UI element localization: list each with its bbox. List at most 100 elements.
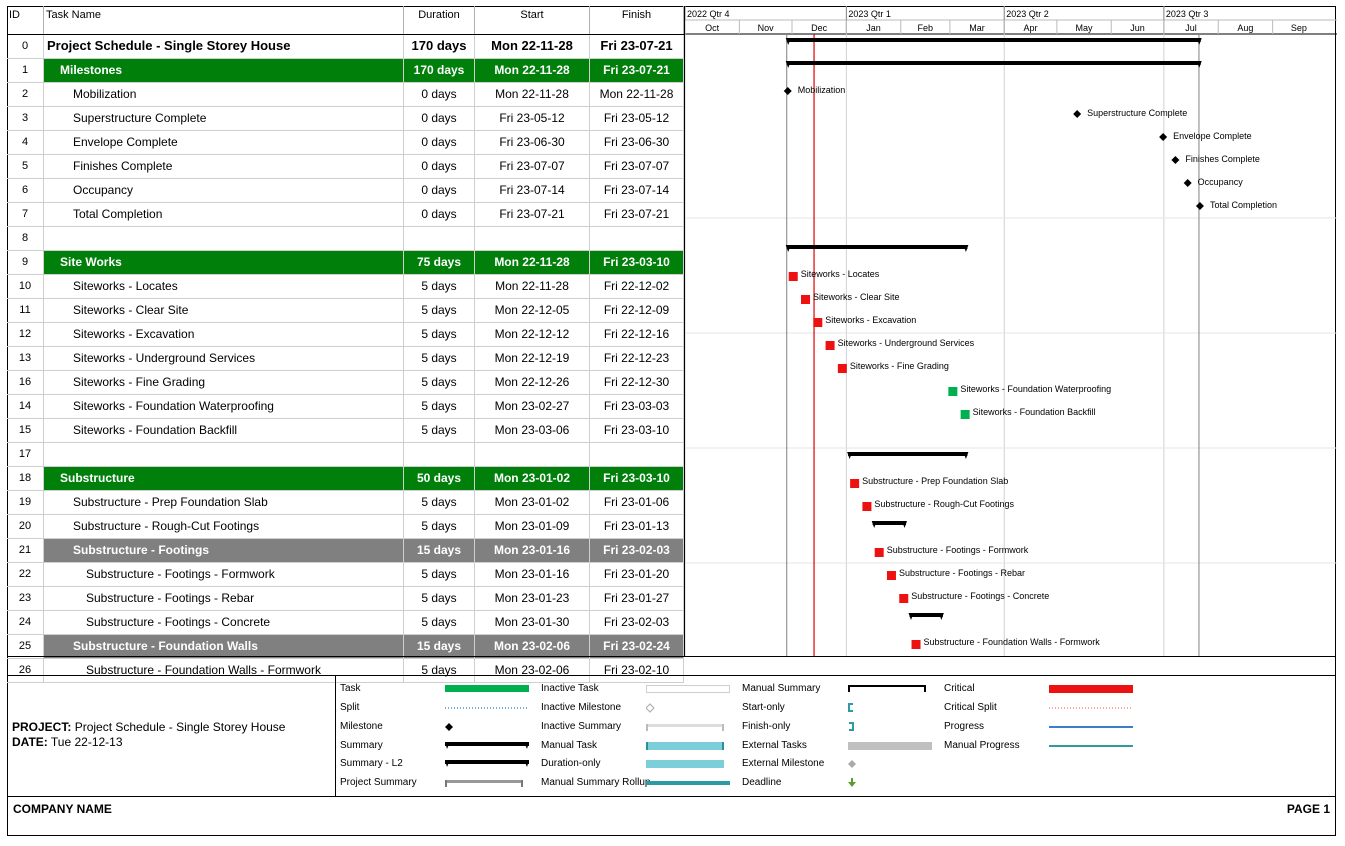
- cell-task-name[interactable]: Total Completion: [44, 203, 404, 226]
- cell-id[interactable]: 7: [7, 203, 44, 226]
- cell-finish[interactable]: [590, 227, 684, 250]
- cell-duration[interactable]: 170 days: [404, 59, 475, 82]
- cell-task-name[interactable]: Substructure - Footings: [44, 539, 404, 562]
- cell-id[interactable]: 23: [7, 587, 44, 610]
- table-row[interactable]: 19 Substructure - Prep Foundation Slab 5 d…: [7, 491, 684, 515]
- cell-task-name[interactable]: Occupancy: [44, 179, 404, 202]
- cell-duration[interactable]: 0 days: [404, 83, 475, 106]
- cell-start[interactable]: Mon 22-11-28: [475, 275, 590, 298]
- cell-start[interactable]: Mon 23-02-27: [475, 395, 590, 418]
- cell-duration[interactable]: 5 days: [404, 587, 475, 610]
- cell-id[interactable]: 8: [7, 227, 44, 250]
- cell-id[interactable]: 15: [7, 419, 44, 442]
- cell-task-name[interactable]: Substructure: [44, 467, 404, 490]
- cell-finish[interactable]: Fri 23-03-10: [590, 251, 684, 274]
- cell-id[interactable]: 16: [7, 371, 44, 394]
- cell-finish[interactable]: Fri 23-07-07: [590, 155, 684, 178]
- cell-task-name[interactable]: Siteworks - Foundation Backfill: [44, 419, 404, 442]
- cell-start[interactable]: Fri 23-07-21: [475, 203, 590, 226]
- cell-duration[interactable]: 5 days: [404, 563, 475, 586]
- table-row[interactable]: 7 Total Completion 0 days Fri 23-07-21 Fri 2…: [7, 203, 684, 227]
- table-row[interactable]: 9 Site Works 75 days Mon 22-11-28 Fri 23-03-…: [7, 251, 684, 275]
- cell-id[interactable]: 12: [7, 323, 44, 346]
- cell-start[interactable]: Mon 22-12-19: [475, 347, 590, 370]
- table-row[interactable]: 5 Finishes Complete 0 days Fri 23-07-07 Fri …: [7, 155, 684, 179]
- cell-finish[interactable]: Fri 23-07-21: [590, 35, 684, 58]
- cell-id[interactable]: 22: [7, 563, 44, 586]
- cell-task-name[interactable]: Siteworks - Excavation: [44, 323, 404, 346]
- cell-start[interactable]: Mon 22-12-12: [475, 323, 590, 346]
- cell-duration[interactable]: 15 days: [404, 539, 475, 562]
- cell-duration[interactable]: 5 days: [404, 419, 475, 442]
- cell-duration[interactable]: 75 days: [404, 251, 475, 274]
- cell-finish[interactable]: Fri 22-12-09: [590, 299, 684, 322]
- table-row[interactable]: 16 Siteworks - Fine Grading 5 days Mon 22-1…: [7, 371, 684, 395]
- cell-duration[interactable]: 5 days: [404, 323, 475, 346]
- cell-finish[interactable]: Fri 22-12-23: [590, 347, 684, 370]
- cell-finish[interactable]: Fri 23-02-03: [590, 611, 684, 634]
- cell-start[interactable]: Fri 23-06-30: [475, 131, 590, 154]
- cell-id[interactable]: 11: [7, 299, 44, 322]
- table-row[interactable]: 17: [7, 443, 684, 467]
- table-row[interactable]: 6 Occupancy 0 days Fri 23-07-14 Fri 23-07-14: [7, 179, 684, 203]
- cell-start[interactable]: [475, 443, 590, 466]
- cell-id[interactable]: 14: [7, 395, 44, 418]
- cell-duration[interactable]: 5 days: [404, 299, 475, 322]
- cell-finish[interactable]: [590, 443, 684, 466]
- table-row[interactable]: 3 Superstructure Complete 0 days Fri 23-05-…: [7, 107, 684, 131]
- cell-duration[interactable]: 5 days: [404, 371, 475, 394]
- cell-duration[interactable]: 0 days: [404, 155, 475, 178]
- cell-id[interactable]: 2: [7, 83, 44, 106]
- cell-task-name[interactable]: [44, 443, 404, 466]
- cell-finish[interactable]: Fri 23-01-13: [590, 515, 684, 538]
- cell-start[interactable]: Mon 23-01-30: [475, 611, 590, 634]
- cell-task-name[interactable]: Siteworks - Foundation Waterproofing: [44, 395, 404, 418]
- cell-task-name[interactable]: Substructure - Foundation Walls: [44, 635, 404, 658]
- table-row[interactable]: 23 Substructure - Footings - Rebar 5 days M…: [7, 587, 684, 611]
- cell-start[interactable]: Mon 22-11-28: [475, 251, 590, 274]
- table-row[interactable]: 21 Substructure - Footings 15 days Mon 23-0…: [7, 539, 684, 563]
- cell-finish[interactable]: Fri 22-12-02: [590, 275, 684, 298]
- cell-duration[interactable]: 170 days: [404, 35, 475, 58]
- cell-duration[interactable]: [404, 443, 475, 466]
- cell-duration[interactable]: 50 days: [404, 467, 475, 490]
- cell-start[interactable]: Fri 23-07-07: [475, 155, 590, 178]
- cell-finish[interactable]: Fri 23-07-21: [590, 59, 684, 82]
- cell-finish[interactable]: Fri 23-03-03: [590, 395, 684, 418]
- cell-task-name[interactable]: Substructure - Footings - Rebar: [44, 587, 404, 610]
- table-row[interactable]: 11 Siteworks - Clear Site 5 days Mon 22-12-…: [7, 299, 684, 323]
- cell-start[interactable]: Mon 22-11-28: [475, 35, 590, 58]
- cell-duration[interactable]: 0 days: [404, 203, 475, 226]
- cell-task-name[interactable]: Siteworks - Locates: [44, 275, 404, 298]
- cell-id[interactable]: 5: [7, 155, 44, 178]
- cell-id[interactable]: 3: [7, 107, 44, 130]
- cell-task-name[interactable]: Substructure - Footings - Concrete: [44, 611, 404, 634]
- cell-task-name[interactable]: [44, 227, 404, 250]
- col-header-duration[interactable]: Duration: [404, 6, 475, 34]
- col-header-name[interactable]: Task Name: [44, 6, 404, 34]
- cell-duration[interactable]: 5 days: [404, 275, 475, 298]
- col-header-start[interactable]: Start: [475, 6, 590, 34]
- cell-id[interactable]: 18: [7, 467, 44, 490]
- cell-start[interactable]: Mon 23-01-23: [475, 587, 590, 610]
- table-row[interactable]: 4 Envelope Complete 0 days Fri 23-06-30 Fri …: [7, 131, 684, 155]
- cell-task-name[interactable]: Site Works: [44, 251, 404, 274]
- col-header-id[interactable]: ID: [7, 6, 44, 34]
- cell-start[interactable]: Fri 23-05-12: [475, 107, 590, 130]
- cell-finish[interactable]: Fri 23-01-27: [590, 587, 684, 610]
- cell-start[interactable]: Mon 23-01-09: [475, 515, 590, 538]
- cell-finish[interactable]: Fri 22-12-30: [590, 371, 684, 394]
- cell-start[interactable]: Mon 23-02-06: [475, 635, 590, 658]
- table-row[interactable]: 22 Substructure - Footings - Formwork 5 da…: [7, 563, 684, 587]
- cell-duration[interactable]: 5 days: [404, 515, 475, 538]
- cell-finish[interactable]: Fri 23-01-06: [590, 491, 684, 514]
- table-row[interactable]: 2 Mobilization 0 days Mon 22-11-28 Mon 22-11…: [7, 83, 684, 107]
- cell-duration[interactable]: 5 days: [404, 611, 475, 634]
- cell-task-name[interactable]: Substructure - Footings - Formwork: [44, 563, 404, 586]
- table-row[interactable]: 10 Siteworks - Locates 5 days Mon 22-11-28 F…: [7, 275, 684, 299]
- table-row[interactable]: 8: [7, 227, 684, 251]
- col-header-finish[interactable]: Finish: [590, 6, 684, 34]
- cell-start[interactable]: Mon 22-11-28: [475, 83, 590, 106]
- cell-id[interactable]: 6: [7, 179, 44, 202]
- cell-finish[interactable]: Fri 23-03-10: [590, 467, 684, 490]
